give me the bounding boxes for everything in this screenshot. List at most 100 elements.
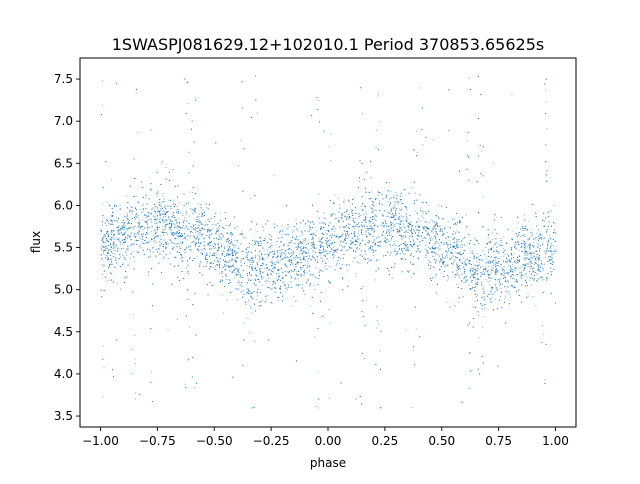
scatter-point xyxy=(516,244,518,246)
scatter-point xyxy=(221,245,223,246)
scatter-point xyxy=(552,261,554,263)
scatter-point xyxy=(198,234,200,236)
scatter-point xyxy=(545,89,547,91)
scatter-point xyxy=(201,212,203,214)
scatter-point xyxy=(108,279,110,281)
scatter-point xyxy=(150,238,152,240)
scatter-point xyxy=(466,279,468,281)
scatter-point xyxy=(273,175,275,177)
scatter-point xyxy=(521,274,523,276)
scatter-point xyxy=(218,246,220,248)
scatter-point xyxy=(305,259,307,261)
scatter-point xyxy=(407,223,409,224)
scatter-point xyxy=(200,249,202,250)
scatter-point xyxy=(207,230,209,232)
scatter-point xyxy=(257,295,259,297)
scatter-point xyxy=(274,262,276,264)
scatter-point xyxy=(463,281,465,283)
scatter-point xyxy=(348,235,349,236)
scatter-point xyxy=(347,218,349,220)
scatter-point xyxy=(506,290,508,292)
scatter-point xyxy=(151,221,152,223)
scatter-point xyxy=(416,152,418,154)
scatter-point xyxy=(340,245,342,247)
scatter-point xyxy=(515,270,517,272)
scatter-point xyxy=(432,256,434,258)
scatter-point xyxy=(300,257,302,258)
scatter-point xyxy=(205,221,207,222)
scatter-point xyxy=(345,250,347,252)
scatter-point xyxy=(102,345,104,347)
scatter-point xyxy=(406,216,408,218)
scatter-point xyxy=(524,260,526,262)
scatter-point xyxy=(417,220,418,222)
scatter-point xyxy=(372,232,374,234)
scatter-point xyxy=(118,248,120,249)
scatter-point xyxy=(241,233,242,234)
scatter-point xyxy=(505,279,506,281)
scatter-point xyxy=(150,255,151,257)
scatter-point xyxy=(200,232,201,234)
scatter-point xyxy=(124,221,126,223)
scatter-point xyxy=(403,253,405,255)
scatter-point xyxy=(511,93,513,95)
scatter-point xyxy=(347,270,349,272)
scatter-point xyxy=(508,260,510,262)
scatter-point xyxy=(428,252,429,254)
scatter-point xyxy=(192,232,194,233)
scatter-point xyxy=(318,407,320,409)
scatter-point xyxy=(322,270,323,272)
scatter-point xyxy=(145,217,147,219)
scatter-point xyxy=(375,220,377,222)
scatter-point xyxy=(104,247,106,249)
scatter-point xyxy=(134,261,136,263)
scatter-point xyxy=(489,284,491,286)
scatter-point xyxy=(290,248,292,250)
scatter-point xyxy=(306,248,308,250)
scatter-point xyxy=(261,299,263,301)
scatter-point xyxy=(370,225,372,227)
scatter-point xyxy=(393,218,395,220)
scatter-point xyxy=(470,252,472,254)
scatter-point xyxy=(179,243,181,245)
scatter-point xyxy=(536,237,537,239)
scatter-point xyxy=(218,235,220,237)
scatter-point xyxy=(538,270,540,272)
scatter-point xyxy=(487,277,489,279)
scatter-point xyxy=(431,236,432,238)
scatter-point xyxy=(176,196,178,198)
scatter-point xyxy=(226,299,228,301)
scatter-point xyxy=(441,217,443,219)
scatter-point xyxy=(435,252,437,254)
scatter-point xyxy=(231,239,232,241)
scatter-point xyxy=(192,192,194,193)
scatter-point xyxy=(402,220,404,222)
scatter-point xyxy=(212,266,214,268)
scatter-point xyxy=(427,234,429,236)
scatter-point xyxy=(359,248,360,250)
scatter-point xyxy=(512,230,514,232)
scatter-point xyxy=(357,233,359,235)
scatter-point xyxy=(271,236,273,237)
scatter-point xyxy=(366,241,368,243)
scatter-point xyxy=(293,229,295,231)
scatter-point xyxy=(495,259,497,261)
scatter-point xyxy=(551,243,552,244)
scatter-point xyxy=(353,241,354,242)
scatter-point xyxy=(330,236,332,238)
scatter-point xyxy=(123,216,125,218)
scatter-point xyxy=(544,379,546,381)
scatter-point xyxy=(318,238,320,240)
scatter-point xyxy=(303,256,305,258)
scatter-point xyxy=(382,234,384,236)
scatter-point xyxy=(450,257,452,258)
scatter-point xyxy=(521,244,523,246)
scatter-point xyxy=(138,220,140,222)
scatter-point xyxy=(291,242,293,243)
scatter-point xyxy=(287,289,289,291)
scatter-point xyxy=(123,247,124,249)
scatter-point xyxy=(523,247,525,249)
scatter-point xyxy=(417,238,419,240)
scatter-point xyxy=(119,205,121,207)
scatter-point xyxy=(433,222,435,223)
